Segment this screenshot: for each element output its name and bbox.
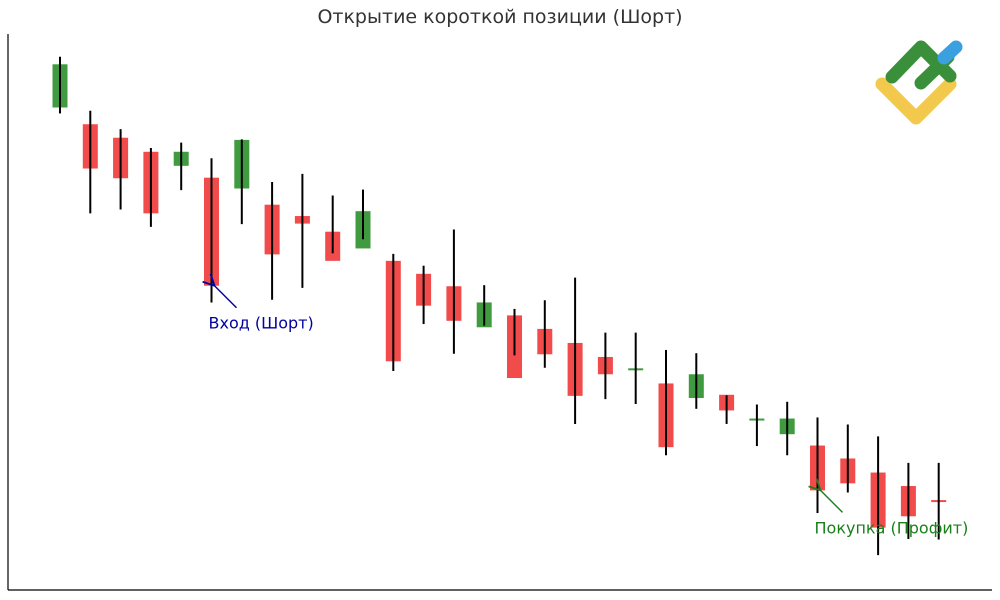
candle <box>234 139 250 225</box>
candle <box>52 56 68 114</box>
candle <box>749 404 765 447</box>
candle <box>840 424 856 493</box>
axes <box>7 34 992 591</box>
candle <box>900 462 916 539</box>
candle <box>82 110 98 214</box>
candle <box>294 173 310 288</box>
candle <box>325 195 341 261</box>
candle <box>264 182 280 300</box>
candle <box>446 229 462 354</box>
candle <box>931 462 947 540</box>
candle <box>204 158 219 303</box>
candle <box>870 436 886 556</box>
candle <box>355 189 371 249</box>
candle <box>173 142 189 191</box>
candle <box>810 417 825 514</box>
candle <box>476 285 492 328</box>
candle <box>597 332 613 400</box>
candles-layer <box>52 56 947 556</box>
candle <box>567 277 583 424</box>
annotation-label: Вход (Шорт) <box>209 314 314 333</box>
candle <box>628 332 644 404</box>
annotation-arrow <box>821 490 843 513</box>
candle <box>507 308 522 379</box>
candle <box>416 265 432 325</box>
candle <box>537 300 553 368</box>
candle <box>779 401 795 456</box>
candle <box>719 394 735 424</box>
annotations-layer: Вход (Шорт) Покупка (Профит) <box>209 286 969 537</box>
logo-icon <box>875 40 963 125</box>
candle <box>688 353 704 409</box>
candle <box>113 129 129 210</box>
chart-title: Открытие короткой позиции (Шорт) <box>317 6 683 28</box>
annotation-label: Покупка (Профит) <box>815 518 969 537</box>
candle <box>143 148 159 227</box>
annotation-arrow <box>215 286 237 309</box>
candle <box>385 253 401 372</box>
candle <box>658 349 674 456</box>
